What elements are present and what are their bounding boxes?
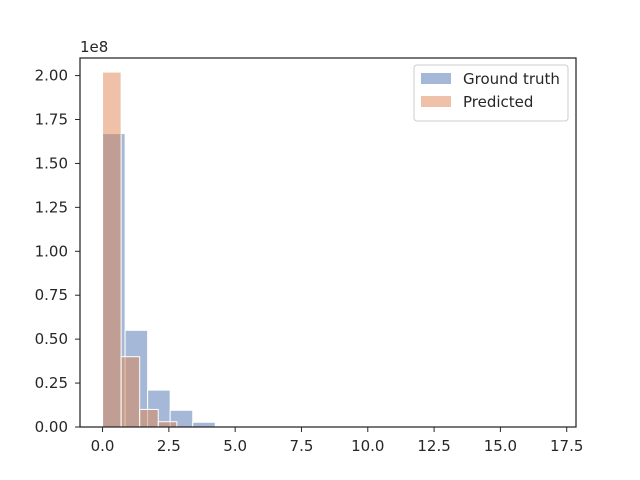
x-tick-label: 15.0 <box>484 437 517 455</box>
bar-ground-truth <box>192 421 216 428</box>
legend-swatch <box>421 73 451 84</box>
bar-predicted <box>120 356 141 428</box>
x-axis: 0.0 2.5 5.0 7.5 10.0 12.5 15.0 17.5 <box>91 427 583 455</box>
y-tick-label: 0.50 <box>35 330 68 348</box>
y-tick-label: 1.50 <box>35 154 68 172</box>
bar-predicted <box>102 71 122 428</box>
y-tick-label: 1.00 <box>35 242 68 260</box>
plot-frame <box>79 57 577 428</box>
y-axis: 0.00 0.25 0.50 0.75 1.00 1.25 1.50 1.75 2.00 <box>35 67 80 436</box>
y-scale-label: 1e8 <box>80 38 108 56</box>
histogram-bars <box>102 71 328 428</box>
y-tick-label: 0.75 <box>35 286 68 304</box>
x-tick-label: 17.5 <box>550 437 583 455</box>
bar-predicted <box>139 408 159 428</box>
bar-predicted <box>157 421 178 428</box>
legend-box <box>413 64 569 122</box>
x-tick-label: 12.5 <box>417 437 450 455</box>
y-tick-label: 1.75 <box>35 111 68 129</box>
x-tick-label: 10.0 <box>351 437 384 455</box>
y-tick-label: 2.00 <box>35 67 68 85</box>
legend-label: Ground truth <box>463 70 560 88</box>
x-tick-label: 2.5 <box>157 437 181 455</box>
y-tick-label: 0.00 <box>35 418 68 436</box>
y-tick-label: 1.25 <box>35 198 68 216</box>
x-tick-label: 7.5 <box>290 437 314 455</box>
legend-label: Predicted <box>463 93 533 111</box>
x-tick-label: 0.0 <box>91 437 115 455</box>
x-tick-label: 5.0 <box>223 437 247 455</box>
legend-swatch <box>421 96 451 107</box>
y-tick-label: 0.25 <box>35 374 68 392</box>
legend: Ground truth Predicted <box>413 64 569 122</box>
